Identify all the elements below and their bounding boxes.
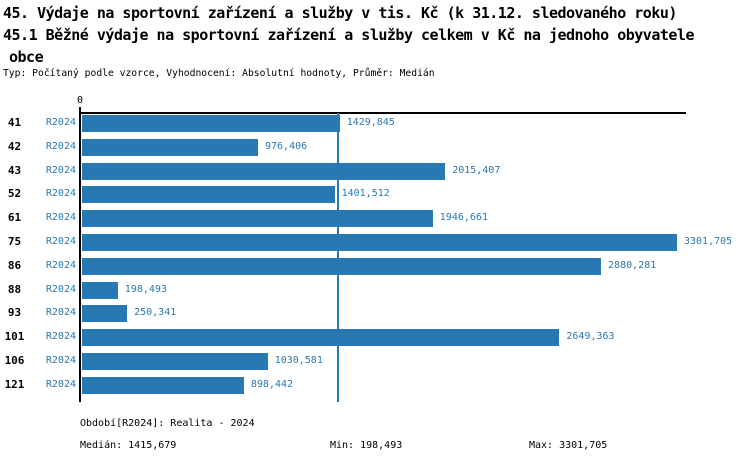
row-id-label: 88 bbox=[7, 282, 22, 296]
row-id-label: 43 bbox=[7, 163, 22, 177]
median-line bbox=[337, 113, 340, 402]
bar-row: 106 R2024 1030,581 bbox=[0, 352, 750, 370]
median-stat: Medián: 1415,679 bbox=[80, 440, 177, 451]
bar-row: 75 R2024 3301,705 bbox=[0, 233, 750, 251]
x-axis-line bbox=[80, 112, 686, 114]
bar-row: 41 R2024 1429,845 bbox=[0, 114, 750, 132]
value-bar bbox=[82, 353, 268, 370]
chart-subtitle-wrap: obce bbox=[9, 48, 44, 66]
row-series-label: R2024 bbox=[45, 164, 76, 176]
row-id-label: 93 bbox=[7, 306, 22, 320]
chart-subtitle: 45.1 Běžné výdaje na sportovní zařízení … bbox=[3, 26, 695, 44]
bar-row: 86 R2024 2880,281 bbox=[0, 257, 750, 275]
row-id-label: 86 bbox=[7, 258, 22, 272]
value-bar bbox=[82, 234, 677, 251]
value-bar bbox=[82, 210, 433, 228]
row-id-label: 75 bbox=[7, 235, 22, 248]
row-series-label: R2024 bbox=[45, 188, 76, 200]
value-bar bbox=[82, 115, 340, 132]
bar-row: 101 R2024 2649,363 bbox=[0, 328, 750, 347]
value-bar bbox=[82, 138, 258, 156]
row-id-label: 121 bbox=[4, 377, 25, 391]
row-series-label: R2024 bbox=[45, 212, 76, 224]
value-bar bbox=[82, 281, 118, 299]
bar-value-label: 250,341 bbox=[134, 307, 177, 319]
bar-value-label: 1401,512 bbox=[341, 188, 390, 200]
bar-value-label: 976,406 bbox=[265, 140, 308, 152]
period-caption: Období[R2024]: Realita - 2024 bbox=[80, 418, 255, 429]
bar-row: 52 R2024 1401,512 bbox=[0, 185, 750, 204]
min-stat: Min: 198,493 bbox=[330, 440, 403, 451]
bar-value-label: 1429,845 bbox=[346, 117, 395, 128]
value-bar bbox=[82, 186, 335, 204]
row-id-label: 52 bbox=[7, 187, 22, 201]
chart-title: 45. Výdaje na sportovní zařízení a služb… bbox=[3, 4, 677, 22]
chart-meta-line: Typ: Počítaný podle vzorce, Vyhodnocení:… bbox=[3, 68, 435, 79]
axis-zero-tick bbox=[79, 107, 81, 113]
bar-row: 61 R2024 1946,661 bbox=[0, 209, 750, 228]
row-series-label: R2024 bbox=[45, 236, 76, 247]
bar-value-label: 1946,661 bbox=[439, 212, 488, 224]
row-id-label: 61 bbox=[7, 211, 22, 225]
bar-value-label: 2015,407 bbox=[452, 164, 501, 176]
bar-value-label: 198,493 bbox=[124, 283, 167, 295]
row-series-label: R2024 bbox=[45, 117, 76, 128]
row-series-label: R2024 bbox=[45, 307, 76, 319]
bar-value-label: 3301,705 bbox=[684, 236, 733, 247]
bar-row: 121 R2024 898,442 bbox=[0, 376, 750, 394]
value-bar bbox=[82, 376, 244, 394]
axis-zero-label: 0 bbox=[76, 95, 84, 106]
max-stat: Max: 3301,705 bbox=[529, 440, 608, 451]
row-series-label: R2024 bbox=[45, 378, 76, 390]
bar-row: 88 R2024 198,493 bbox=[0, 281, 750, 299]
row-series-label: R2024 bbox=[45, 259, 76, 271]
value-bar bbox=[82, 257, 602, 275]
bar-value-label: 2880,281 bbox=[608, 259, 657, 271]
bar-value-label: 2649,363 bbox=[566, 331, 615, 343]
row-id-label: 41 bbox=[7, 116, 22, 129]
bar-row: 43 R2024 2015,407 bbox=[0, 162, 750, 180]
row-series-label: R2024 bbox=[45, 355, 76, 366]
row-series-label: R2024 bbox=[45, 331, 76, 343]
value-bar bbox=[82, 162, 446, 180]
value-bar bbox=[82, 329, 560, 347]
row-id-label: 101 bbox=[4, 330, 25, 344]
y-axis-line bbox=[79, 112, 81, 402]
row-id-label: 106 bbox=[4, 354, 25, 367]
value-bar bbox=[82, 305, 128, 323]
row-series-label: R2024 bbox=[45, 283, 76, 295]
row-series-label: R2024 bbox=[45, 140, 76, 152]
row-id-label: 42 bbox=[7, 139, 22, 153]
bar-row: 42 R2024 976,406 bbox=[0, 138, 750, 156]
bar-value-label: 898,442 bbox=[250, 378, 294, 390]
bar-row: 93 R2024 250,341 bbox=[0, 304, 750, 323]
bar-value-label: 1030,581 bbox=[274, 355, 323, 366]
